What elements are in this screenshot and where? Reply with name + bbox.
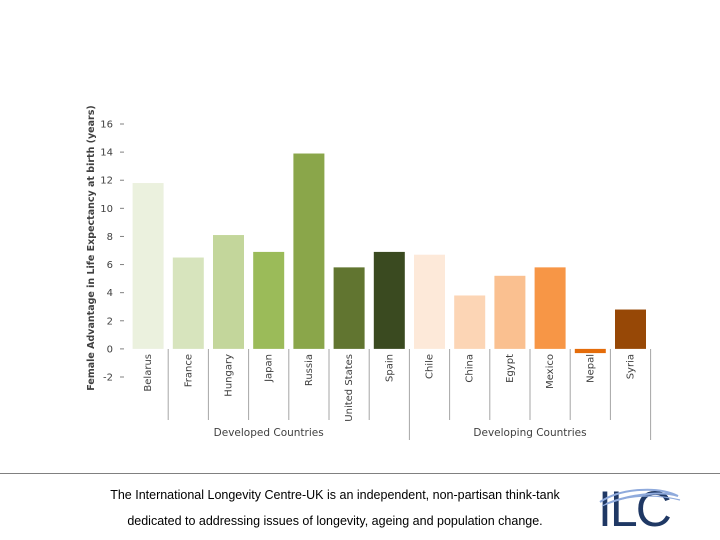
bar-japan bbox=[253, 251, 285, 349]
y-axis-label: Female Advantage in Life Expectancy at b… bbox=[86, 105, 97, 390]
x-tick-label: Nepal bbox=[585, 354, 596, 383]
x-tick-label: France bbox=[183, 354, 194, 387]
x-tick-label: Syria bbox=[626, 354, 637, 379]
bar-hungary bbox=[213, 235, 244, 349]
bar-mexico bbox=[534, 267, 566, 349]
ilc-logo-text: ILC bbox=[598, 481, 671, 532]
bar-chart: -2 0 2 4 6 8 10 12 14 16 Belarus France Hungary Japa… bbox=[86, 105, 652, 440]
y-tick-label: 16 bbox=[100, 120, 113, 131]
ilc-logo-swoosh bbox=[599, 488, 679, 505]
y-tick-label: 0 bbox=[107, 344, 113, 355]
y-tick-label: 4 bbox=[107, 288, 113, 299]
footer-line-1: The International Longevity Centre-UK is… bbox=[110, 488, 560, 502]
y-axis: -2 0 2 4 6 8 10 12 14 16 bbox=[100, 120, 124, 384]
group-label: Developing Countries bbox=[473, 427, 586, 439]
group-label: Developed Countries bbox=[214, 427, 324, 439]
y-tick-label: 2 bbox=[107, 316, 113, 327]
bar-chile bbox=[414, 254, 445, 349]
bar-france bbox=[172, 257, 204, 349]
bar-spain bbox=[373, 251, 405, 349]
bar-china bbox=[454, 295, 486, 349]
bar-nepal bbox=[574, 348, 606, 354]
y-tick-label: -2 bbox=[103, 373, 113, 384]
ilc-logo: ILC bbox=[598, 481, 681, 532]
bars bbox=[132, 153, 646, 354]
footer-divider bbox=[0, 473, 720, 474]
bar-belarus bbox=[132, 183, 164, 349]
x-tick-label: Chile bbox=[425, 354, 436, 379]
x-tick-label: Belarus bbox=[143, 354, 154, 392]
x-tick-label: Russia bbox=[304, 354, 315, 386]
y-tick-label: 6 bbox=[107, 260, 113, 271]
x-tick-label: Hungary bbox=[224, 354, 235, 397]
x-axis: Belarus France Hungary Japan Russia United St… bbox=[143, 349, 652, 440]
bar-egypt bbox=[494, 275, 526, 349]
x-tick-label: Mexico bbox=[545, 354, 556, 389]
x-tick-label: Japan bbox=[264, 354, 275, 383]
x-tick-label: United States bbox=[344, 354, 355, 422]
footer-line-2: dedicated to addressing issues of longev… bbox=[127, 514, 543, 528]
bar-united-states bbox=[333, 267, 365, 349]
y-tick-label: 10 bbox=[100, 204, 113, 215]
ilc-logo-swoosh-2 bbox=[601, 495, 681, 507]
x-tick-label: Egypt bbox=[505, 354, 516, 383]
x-tick-label: Spain bbox=[384, 354, 395, 382]
bar-russia bbox=[293, 153, 325, 349]
bar-syria bbox=[615, 309, 646, 349]
y-tick-label: 12 bbox=[100, 176, 113, 187]
x-tick-label: China bbox=[465, 354, 476, 383]
y-tick-label: 14 bbox=[100, 148, 113, 159]
y-tick-label: 8 bbox=[107, 232, 113, 243]
